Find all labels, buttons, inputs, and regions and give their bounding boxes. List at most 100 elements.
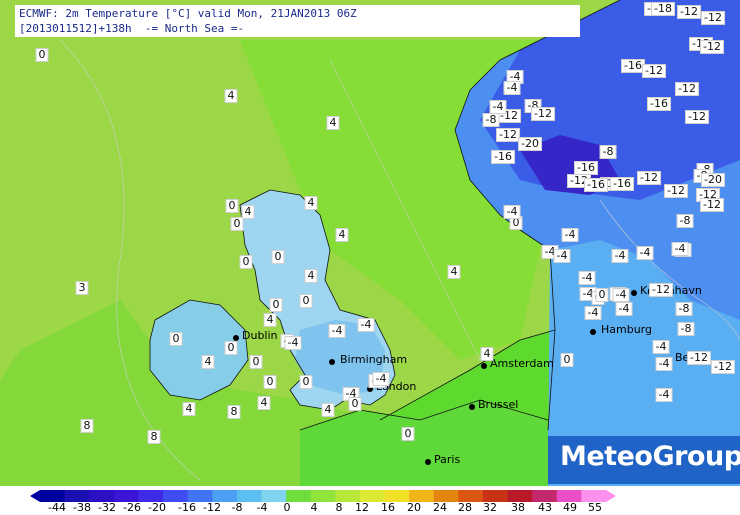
temperature-value-label: -8 (677, 322, 695, 336)
temperature-value-label: -12 (677, 5, 701, 19)
city-dot-london (367, 386, 373, 392)
temperature-value-label: 3 (75, 281, 89, 295)
temperature-value-label: -4 (584, 306, 602, 320)
temperature-value-label: -12 (711, 360, 735, 374)
temperature-value-label: -16 (647, 97, 671, 111)
city-label-brussel[interactable]: Brussel (478, 398, 519, 411)
temperature-value-label: -18 (651, 2, 675, 16)
temperature-value-label: 0 (224, 341, 238, 355)
temperature-value-label: 4 (263, 313, 277, 327)
temperature-value-label: -4 (612, 288, 630, 302)
ireland-land (150, 300, 248, 400)
temperature-value-label: 4 (326, 116, 340, 130)
temperature-value-label: 0 (263, 375, 277, 389)
city-label-dublin[interactable]: Dublin (242, 329, 278, 342)
temperature-value-label: 0 (269, 298, 283, 312)
temperature-value-label: 0 (401, 427, 415, 441)
temperature-value-label: 4 (447, 265, 461, 279)
temperature-value-label: -4 (357, 318, 375, 332)
city-dot-paris (425, 459, 431, 465)
legend-color-cell (236, 490, 262, 502)
temperature-value-label: 0 (271, 250, 285, 264)
temperature-value-label: 0 (35, 48, 49, 62)
meteogroup-logo: MeteoGroup (548, 436, 740, 484)
temperature-value-label: -4 (655, 388, 673, 402)
temperature-value-label: -8 (482, 113, 500, 127)
temperature-value-label: 4 (241, 205, 255, 219)
temperature-value-label: 4 (304, 269, 318, 283)
temperature-value-label: -4 (615, 302, 633, 316)
temperature-value-label: -12 (642, 64, 666, 78)
france-land (300, 400, 548, 486)
temperature-value-label: 0 (225, 199, 239, 213)
temperature-value-label: 4 (304, 196, 318, 210)
isotherms (59, 39, 740, 481)
legend-tick-label: 32 (483, 501, 497, 514)
legend-tick-label: 43 (538, 501, 552, 514)
temperature-value-label: -12 (685, 110, 709, 124)
city-label-birmingham[interactable]: Birmingham (340, 353, 408, 366)
city-label-amsterdam[interactable]: Amsterdam (490, 357, 554, 370)
temperature-value-label: 4 (321, 403, 335, 417)
city-dot-københavn (631, 290, 637, 296)
city-dot-hamburg (590, 329, 596, 335)
legend-tick-label: -12 (203, 501, 221, 514)
legend-tick-label: 20 (407, 501, 421, 514)
temperature-value-label: -16 (574, 161, 598, 175)
temperature-value-label: 4 (480, 347, 494, 361)
legend-color-cell (212, 490, 238, 502)
coastlines (149, 0, 621, 431)
legend-color-cell (335, 490, 361, 502)
temperature-value-label: -8 (676, 214, 694, 228)
city-label-paris[interactable]: Paris (434, 453, 461, 466)
legend-tick-label: 0 (283, 501, 291, 514)
legend-tick-label: -20 (148, 501, 166, 514)
legend-color-cell (458, 490, 484, 502)
legend-tick-label: 12 (355, 501, 369, 514)
temperature-value-label: 0 (169, 332, 183, 346)
legend-color-cell (384, 490, 410, 502)
temperature-value-label: -12 (496, 128, 520, 142)
legend-tick-label: 38 (511, 501, 525, 514)
legend-tick-label: -8 (231, 501, 243, 514)
city-dot-birmingham (329, 359, 335, 365)
city-label-hamburg[interactable]: Hamburg (601, 323, 652, 336)
legend-color-cell (433, 490, 459, 502)
legend-tick-label: -44 (48, 501, 66, 514)
temperature-value-label: -4 (611, 249, 629, 263)
temperature-value-label: -4 (284, 336, 302, 350)
color-legend (30, 490, 616, 502)
legend-color-cell (138, 490, 164, 502)
legend-color-cell (187, 490, 213, 502)
legend-arrow-right (606, 490, 616, 502)
temperature-value-label: -20 (518, 137, 542, 151)
temperature-value-label: -12 (637, 171, 661, 185)
legend-tick-label: -4 (256, 501, 268, 514)
temperature-value-label: -4 (561, 228, 579, 242)
legend-tick-label: 28 (458, 501, 472, 514)
temperature-value-label: -12 (701, 11, 725, 25)
legend-tick-label: -16 (178, 501, 196, 514)
legend-color-cell (409, 490, 435, 502)
temperature-value-label: 0 (595, 288, 609, 302)
city-dot-dublin (233, 335, 239, 341)
temperature-value-label: -12 (700, 40, 724, 54)
legend-tick-label: -38 (73, 501, 91, 514)
temperature-value-label: -4 (489, 100, 507, 114)
temperature-value-label: -12 (649, 283, 673, 297)
temperature-value-label: -16 (584, 178, 608, 192)
temperature-value-label: -8 (675, 302, 693, 316)
legend-color-cell (556, 490, 582, 502)
chart-title: ECMWF: 2m Temperature [°C] valid Mon, 21… (19, 7, 357, 20)
temperature-value-label: -4 (636, 246, 654, 260)
temperature-value-label: 0 (239, 255, 253, 269)
temperature-value-label: -16 (491, 150, 515, 164)
legend-color-cell (286, 490, 312, 502)
temperature-value-label: -12 (700, 198, 724, 212)
temperature-value-label: 0 (348, 397, 362, 411)
temperature-value-label: -4 (503, 205, 521, 219)
temperature-value-label: 0 (560, 353, 574, 367)
temperature-value-label: -4 (372, 372, 390, 386)
temperature-value-label: -12 (531, 107, 555, 121)
legend-color-cell (532, 490, 558, 502)
